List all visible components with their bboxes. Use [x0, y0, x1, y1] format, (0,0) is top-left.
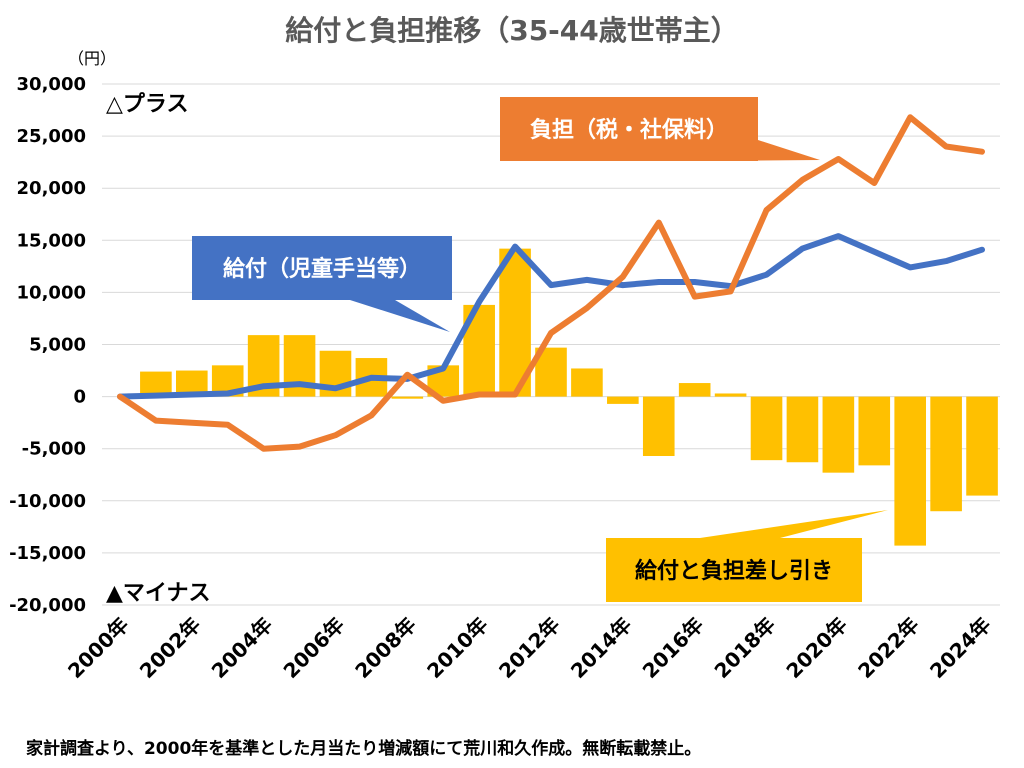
x-tick-label: 2002年 — [135, 613, 205, 683]
callout-difference-pointer — [700, 510, 888, 538]
y-axis-unit-label: （円） — [68, 49, 116, 68]
callout-difference-label: 給付と負担差し引き — [635, 558, 833, 584]
bar-difference-2023年 — [930, 396, 962, 512]
y-tick-label: -5,000 — [22, 439, 86, 460]
x-tick-label: 2020年 — [781, 613, 851, 683]
bar-difference-2024年 — [966, 396, 998, 496]
bar-difference-2016年 — [678, 383, 711, 397]
chart-title: 給付と負担推移（35-44歳世帯主） — [285, 14, 739, 47]
bar-difference-2014年 — [607, 396, 639, 404]
x-tick-label: 2024年 — [925, 613, 995, 683]
bar-difference-2020年 — [822, 396, 855, 473]
y-tick-label: 30,000 — [17, 74, 86, 95]
y-tick-label: 20,000 — [17, 178, 86, 199]
x-tick-label: 2010年 — [422, 613, 492, 683]
x-axis-ticks: 2000年 2002年 2004年 2006年 2008年 2010年 2012年 2014年… — [63, 613, 996, 683]
callout-burden: 負担（税・社保料） — [500, 97, 820, 161]
callout-difference-box — [606, 538, 862, 602]
x-tick-label: 2006年 — [279, 613, 349, 683]
bar-difference-2013年 — [571, 368, 603, 397]
gridlines — [102, 83, 1000, 606]
y-tick-label: 0 — [73, 387, 86, 408]
callout-benefit: 給付（児童手当等） — [192, 236, 452, 332]
x-tick-label: 2022年 — [853, 613, 923, 683]
line-burden — [117, 114, 985, 452]
x-tick-label: 2000年 — [63, 613, 133, 683]
source-note: 家計調査より、2000年を基準とした月当たり増減額にて荒川和久作成。無断転載禁止… — [26, 738, 701, 759]
y-tick-label: -15,000 — [9, 543, 86, 564]
callout-burden-box — [500, 97, 758, 161]
minus-side-label: ▲マイナス — [106, 581, 210, 606]
x-tick-label: 2004年 — [207, 613, 277, 683]
y-tick-label: -20,000 — [9, 595, 86, 616]
y-axis-ticks: 30,000 25,000 20,000 15,000 10,000 5,000 0 -5,0… — [9, 74, 86, 616]
x-tick-label: 2018年 — [710, 613, 780, 683]
line-benefit — [117, 233, 985, 400]
x-tick-label: 2016年 — [638, 613, 708, 683]
plus-side-label: △プラス — [106, 92, 188, 117]
callout-benefit-label: 給付（児童手当等） — [223, 256, 421, 282]
bar-difference-2008年 — [391, 396, 424, 399]
bar-difference-2018年 — [750, 396, 783, 461]
bar-difference-2017年 — [714, 393, 747, 397]
y-tick-label: 25,000 — [17, 126, 86, 147]
bar-difference-2022年 — [894, 396, 927, 546]
y-tick-label: 5,000 — [29, 335, 86, 356]
y-tick-label: 10,000 — [17, 282, 86, 303]
bar-difference-2015年 — [642, 396, 675, 456]
y-tick-label: -10,000 — [9, 491, 86, 512]
bar-difference-2019年 — [786, 396, 819, 463]
line-series — [117, 114, 985, 452]
callout-difference: 給付と負担差し引き — [606, 510, 888, 602]
x-tick-label: 2012年 — [494, 613, 564, 683]
bar-difference-2021年 — [858, 396, 891, 466]
x-tick-label: 2014年 — [566, 613, 636, 683]
callout-benefit-pointer — [350, 300, 450, 332]
x-tick-label: 2008年 — [350, 613, 420, 683]
callout-burden-label: 負担（税・社保料） — [530, 117, 728, 143]
y-tick-label: 15,000 — [17, 230, 86, 251]
callouts: 給付（児童手当等） 負担（税・社保料） 給付と負担差し引き — [192, 97, 888, 602]
callout-benefit-box — [192, 236, 452, 300]
